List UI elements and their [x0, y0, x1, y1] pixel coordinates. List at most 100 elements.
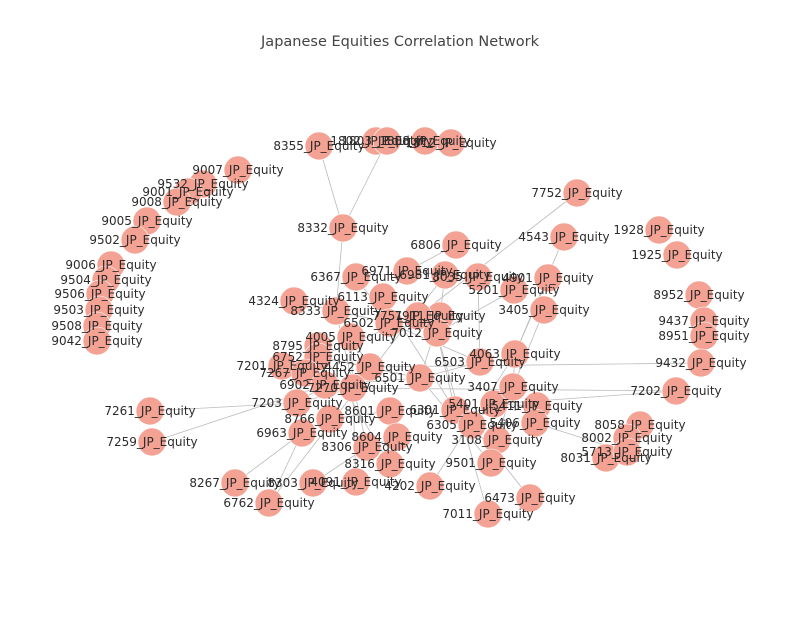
- node[interactable]: [441, 230, 471, 260]
- node-label: 7751_JP_Equity: [372, 309, 463, 323]
- node[interactable]: [405, 363, 435, 393]
- node-label: 6113_JP_Equity: [337, 290, 428, 304]
- node[interactable]: [352, 432, 382, 462]
- node[interactable]: [515, 483, 545, 513]
- node-label: 3108_JP_Equity: [451, 433, 542, 447]
- node-label: 8601_JP_Equity: [344, 404, 435, 418]
- node[interactable]: [644, 215, 674, 245]
- node-label: 8766_JP_Equity: [284, 412, 375, 426]
- node-label: 8031_JP_Equity: [560, 451, 651, 465]
- node[interactable]: [473, 499, 503, 529]
- node[interactable]: [321, 296, 351, 326]
- node[interactable]: [392, 256, 422, 286]
- node[interactable]: [436, 128, 466, 158]
- node-label: 6367_JP_Equity: [310, 270, 401, 284]
- node-label: 8035_JP_Equity: [432, 270, 523, 284]
- node-label: 7259_JP_Equity: [106, 435, 197, 449]
- node[interactable]: [457, 410, 487, 440]
- node[interactable]: [338, 373, 368, 403]
- node[interactable]: [372, 126, 402, 156]
- node-label: 9007_JP_Equity: [192, 163, 283, 177]
- node[interactable]: [328, 213, 358, 243]
- chart-title: Japanese Equities Correlation Network: [261, 34, 539, 50]
- node[interactable]: [498, 372, 528, 402]
- node[interactable]: [162, 187, 192, 217]
- edge: [149, 402, 298, 412]
- node-label: 9502_JP_Equity: [89, 233, 180, 247]
- node[interactable]: [341, 467, 371, 497]
- node-label: 7911_JP_Equity: [394, 309, 485, 323]
- node[interactable]: [612, 437, 642, 467]
- node[interactable]: [562, 178, 592, 208]
- node[interactable]: [403, 301, 433, 331]
- node-label: 1808_JP_Equity: [379, 134, 470, 148]
- node[interactable]: [135, 396, 165, 426]
- node[interactable]: [82, 326, 112, 356]
- node-label: 8332_JP_Equity: [297, 221, 388, 235]
- node[interactable]: [137, 427, 167, 457]
- node[interactable]: [479, 389, 509, 419]
- node[interactable]: [661, 376, 691, 406]
- node-label: 1928_JP_Equity: [613, 223, 704, 237]
- node[interactable]: [662, 240, 692, 270]
- node-label: 6971_JP_Equity: [361, 264, 452, 278]
- edge: [417, 192, 578, 317]
- node[interactable]: [315, 404, 345, 434]
- node[interactable]: [254, 488, 284, 518]
- node-label: 8267_JP_Equity: [189, 476, 280, 490]
- node-label: 6473_JP_Equity: [484, 491, 575, 505]
- node[interactable]: [549, 222, 579, 252]
- node[interactable]: [120, 225, 150, 255]
- node-label: 9504_JP_Equity: [60, 273, 151, 287]
- node[interactable]: [465, 347, 495, 377]
- node[interactable]: [533, 263, 563, 293]
- node-label: 8316_JP_Equity: [344, 457, 435, 471]
- node-label: 4091_JP_Equity: [310, 475, 401, 489]
- node[interactable]: [287, 418, 317, 448]
- node[interactable]: [310, 370, 340, 400]
- node[interactable]: [499, 275, 529, 305]
- node[interactable]: [298, 468, 328, 498]
- node-label: 7267_JP_Equity: [259, 366, 350, 380]
- node[interactable]: [282, 388, 312, 418]
- node-label: 9532_JP_Equity: [157, 177, 248, 191]
- node[interactable]: [375, 449, 405, 479]
- node-label: 3407_JP_Equity: [467, 380, 558, 394]
- node[interactable]: [415, 471, 445, 501]
- node[interactable]: [686, 348, 716, 378]
- node-label: 9508_JP_Equity: [51, 319, 142, 333]
- node[interactable]: [422, 318, 452, 348]
- node[interactable]: [520, 408, 550, 438]
- node-label: 9506_JP_Equity: [54, 287, 145, 301]
- node-label: 4324_JP_Equity: [248, 294, 339, 308]
- node[interactable]: [374, 308, 404, 338]
- node-label: 8951_JP_Equity: [658, 329, 749, 343]
- node[interactable]: [279, 286, 309, 316]
- node-label: 8303_JP_Equity: [267, 476, 358, 490]
- node[interactable]: [430, 260, 460, 290]
- node-label: 7202_JP_Equity: [630, 384, 721, 398]
- node[interactable]: [223, 155, 253, 185]
- labels-layer: 1802_JP_Equity1803_JP_Equity1808_JP_Equi…: [51, 134, 749, 521]
- node[interactable]: [500, 339, 530, 369]
- node[interactable]: [304, 131, 334, 161]
- node-label: 9432_JP_Equity: [655, 356, 746, 370]
- node[interactable]: [355, 352, 385, 382]
- node[interactable]: [463, 262, 493, 292]
- edge: [342, 140, 388, 229]
- node-label: 7201_JP_Equity: [236, 359, 327, 373]
- node-label: 7270_JP_Equity: [307, 381, 398, 395]
- node[interactable]: [341, 262, 371, 292]
- node-label: 5201_JP_Equity: [468, 283, 559, 297]
- node-label: 6301_JP_Equity: [409, 403, 500, 417]
- node-label: 4005_JP_Equity: [305, 330, 396, 344]
- node[interactable]: [336, 322, 366, 352]
- node-label: 4063_JP_Equity: [469, 347, 560, 361]
- node-label: 5411_JP_Equity: [491, 399, 582, 413]
- node[interactable]: [220, 468, 250, 498]
- node[interactable]: [382, 422, 412, 452]
- node[interactable]: [476, 448, 506, 478]
- node[interactable]: [529, 295, 559, 325]
- node-label: 4543_JP_Equity: [518, 230, 609, 244]
